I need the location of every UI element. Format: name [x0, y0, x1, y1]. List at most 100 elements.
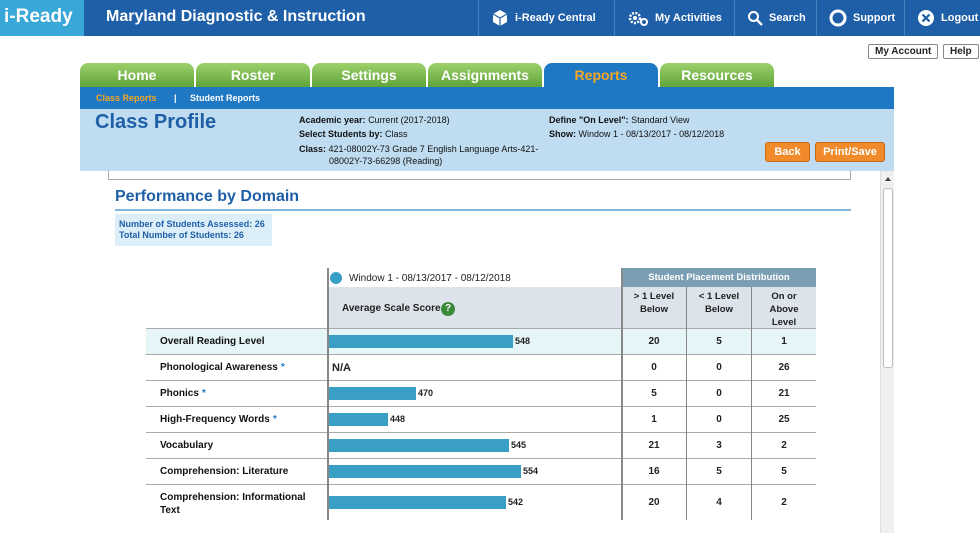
distribution-cell: 0 — [716, 414, 722, 425]
nav-label: Logout — [941, 12, 979, 24]
report-header: Class Profile Academic year: Current (20… — [80, 109, 894, 171]
class-info-cont: 08002Y-73-66298 (Reading) — [329, 156, 443, 166]
page-title: Class Profile — [95, 111, 217, 133]
score-value: 545 — [511, 440, 527, 450]
print-save-button[interactable]: Print/Save — [815, 142, 885, 162]
distribution-cell: 16 — [648, 466, 660, 477]
window-dot-icon — [330, 272, 342, 284]
col-on-or-above: On or Above Level — [752, 287, 816, 328]
nav-iready-central[interactable]: i-Ready Central — [478, 0, 614, 36]
score-value: 448 — [390, 414, 406, 424]
help-button[interactable]: Help — [943, 44, 979, 59]
row-label: Comprehension: Literature — [160, 466, 289, 477]
distribution-cell: 5 — [781, 466, 787, 477]
nav-logout[interactable]: Logout — [904, 0, 980, 36]
col-divider — [327, 268, 329, 520]
row-label: Vocabulary — [160, 440, 214, 451]
logo[interactable]: i-Ready — [0, 0, 84, 36]
score-value: 554 — [523, 466, 539, 476]
distribution-cell: 2 — [781, 497, 787, 508]
score-value: 470 — [418, 388, 434, 398]
lifebuoy-icon — [829, 9, 847, 27]
sub-nav: Class Reports | Student Reports — [80, 87, 894, 109]
row-label: Phonological Awareness * — [160, 362, 285, 373]
scrollbar[interactable] — [880, 171, 894, 533]
tab-settings[interactable]: Settings — [312, 63, 426, 87]
distribution-cell: 25 — [778, 414, 790, 425]
row-label: Overall Reading Level — [160, 336, 265, 347]
score-value: 542 — [508, 497, 524, 507]
nav-label: Support — [853, 12, 896, 24]
help-circle-icon[interactable]: ? — [441, 302, 455, 316]
academic-year: Academic year: Current (2017-2018) — [299, 115, 450, 125]
col-divider — [621, 268, 623, 520]
distribution-cell: 26 — [778, 362, 790, 373]
tab-roster[interactable]: Roster — [196, 63, 310, 87]
distribution-cell: 0 — [651, 362, 657, 373]
class-info: Class: 421-08002Y-73 Grade 7 English Lan… — [299, 144, 539, 154]
subnav-class-reports[interactable]: Class Reports — [96, 93, 157, 103]
distribution-cell: 0 — [716, 388, 722, 399]
row-divider — [146, 406, 816, 407]
distribution-cell: 0 — [716, 362, 722, 373]
top-bar: i-Ready Maryland Diagnostic & Instructio… — [0, 0, 980, 36]
distribution-cell: 5 — [716, 336, 722, 347]
subnav-divider: | — [174, 93, 177, 103]
subnav-student-reports[interactable]: Student Reports — [190, 93, 261, 103]
close-circle-icon — [918, 10, 934, 26]
tab-reports[interactable]: Reports — [544, 63, 658, 87]
select-students-by: Select Students by: Class — [299, 129, 408, 139]
tab-resources[interactable]: Resources — [660, 63, 774, 87]
section-title: Performance by Domain — [115, 188, 300, 205]
nav-search[interactable]: Search — [734, 0, 816, 36]
summary-box: Number of Students Assessed: 26 Total Nu… — [115, 214, 272, 246]
score-bar — [328, 335, 513, 348]
nav-label: My Activities — [655, 12, 722, 24]
my-account-button[interactable]: My Account — [868, 44, 939, 59]
avg-score-header: Average Scale Score — [342, 303, 441, 314]
distribution-cell: 21 — [648, 440, 660, 451]
distribution-cell: 20 — [648, 497, 660, 508]
gears-icon — [628, 11, 648, 26]
scroll-thumb[interactable] — [883, 188, 893, 368]
tab-home[interactable]: Home — [80, 63, 194, 87]
distribution-cell: 5 — [716, 466, 722, 477]
col-divider — [751, 287, 752, 520]
row-divider — [146, 484, 816, 485]
distribution-cell: 2 — [781, 440, 787, 451]
students-assessed: Number of Students Assessed: 26 — [119, 219, 265, 229]
back-button[interactable]: Back — [765, 142, 810, 162]
distribution-header: Student Placement Distribution — [622, 268, 816, 287]
star-icon: * — [201, 388, 206, 399]
window-label: Window 1 - 08/13/2017 - 08/12/2018 — [349, 273, 511, 284]
row-divider — [146, 458, 816, 459]
avg-header-bg — [328, 287, 622, 328]
nav-support[interactable]: Support — [816, 0, 904, 36]
distribution-cell: 21 — [778, 388, 790, 399]
distribution-cell: 1 — [781, 336, 787, 347]
nav-label: Search — [769, 12, 806, 24]
distribution-cell: 1 — [651, 414, 657, 425]
score-bar — [328, 413, 388, 426]
nav-my-activities[interactable]: My Activities — [614, 0, 734, 36]
search-icon — [748, 11, 763, 26]
row-divider — [146, 380, 816, 381]
scroll-up-icon[interactable] — [882, 174, 894, 184]
star-icon: * — [272, 414, 277, 425]
score-bar — [328, 387, 416, 400]
total-students: Total Number of Students: 26 — [119, 230, 244, 240]
score-value: N/A — [332, 362, 351, 374]
score-bar — [328, 465, 521, 478]
section-divider — [115, 209, 851, 211]
score-value: 548 — [515, 336, 531, 346]
distribution-cell: 20 — [648, 336, 660, 347]
col-divider — [686, 287, 687, 520]
col-less-than-1-below: < 1 Level Below — [687, 287, 751, 328]
content-frame — [108, 171, 851, 180]
distribution-cell: 5 — [651, 388, 657, 399]
row-label: Phonics * — [160, 388, 206, 399]
row-divider — [146, 432, 816, 433]
distribution-cell: 3 — [716, 440, 722, 451]
app-title: Maryland Diagnostic & Instruction — [106, 8, 366, 25]
tab-assignments[interactable]: Assignments — [428, 63, 542, 87]
